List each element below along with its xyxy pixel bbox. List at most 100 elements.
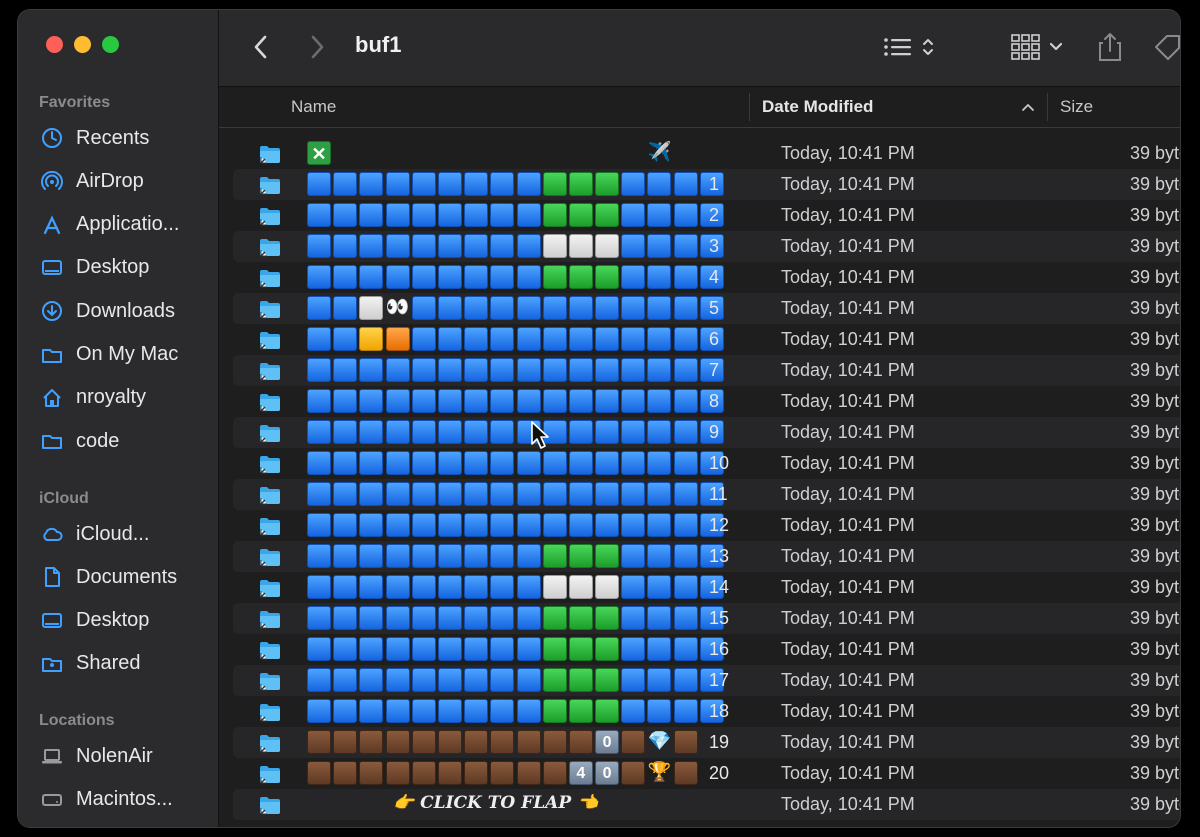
- sky-cell: [437, 265, 462, 289]
- file-row[interactable]: 12 Today, 10:41 PM 39 bytes: [233, 510, 1180, 541]
- sky-cell: [595, 327, 620, 351]
- sidebar-item-icloud[interactable]: iCloud...: [40, 519, 149, 549]
- sky-cell: [464, 203, 489, 227]
- back-button[interactable]: [249, 32, 273, 62]
- sidebar-item-airdrop[interactable]: AirDrop: [40, 166, 144, 196]
- file-row[interactable]: 4 Today, 10:41 PM 39 bytes: [233, 262, 1180, 293]
- group-button[interactable]: [1007, 32, 1067, 62]
- sky-cell: [595, 420, 620, 444]
- date-modified-cell: Today, 10:41 PM: [781, 639, 915, 659]
- ground-cell: [411, 730, 436, 754]
- sidebar-item-macintos[interactable]: Macintos...: [40, 784, 173, 814]
- file-row[interactable]: 11 Today, 10:41 PM 39 bytes: [233, 479, 1180, 510]
- sky-cell: [568, 389, 593, 413]
- sky-cell: [621, 699, 646, 723]
- sky-cell: [647, 451, 672, 475]
- row-number: 13: [709, 546, 730, 566]
- column-divider[interactable]: [749, 93, 750, 121]
- sky-cell: [464, 482, 489, 506]
- sky-cell: [673, 451, 698, 475]
- close-button[interactable]: [46, 36, 63, 53]
- sky-cell: [333, 265, 358, 289]
- sidebar-item-nolenair[interactable]: NolenAir: [40, 741, 153, 771]
- sky-cell: [385, 234, 410, 258]
- sky-cell: [621, 482, 646, 506]
- sidebar-item-downloads[interactable]: Downloads: [40, 296, 175, 326]
- grid-group-icon: [1011, 34, 1040, 60]
- sidebar-item-desktop[interactable]: Desktop: [40, 253, 149, 283]
- sky-cell: [516, 451, 541, 475]
- file-row[interactable]: 10 Today, 10:41 PM 39 bytes: [233, 448, 1180, 479]
- date-modified-cell: Today, 10:41 PM: [781, 515, 915, 535]
- forward-button[interactable]: [305, 32, 329, 62]
- file-row[interactable]: 👉 CLICK TO FLAP 👈 Today, 10:41 PM 39 bytes: [233, 789, 1180, 820]
- file-row[interactable]: 3 Today, 10:41 PM 39 bytes: [233, 231, 1180, 262]
- sidebar-item-code[interactable]: code: [40, 426, 119, 456]
- file-row[interactable]: 2 Today, 10:41 PM 39 bytes: [233, 200, 1180, 231]
- file-row[interactable]: ✕ ✈️ Today, 10:41 PM 39 bytes: [233, 138, 1180, 169]
- empty-cell: [569, 141, 593, 165]
- sky-cell: [385, 575, 410, 599]
- sidebar-item-shared[interactable]: Shared: [40, 649, 141, 679]
- size-cell: 39 bytes: [1130, 236, 1180, 256]
- file-row[interactable]: 6 Today, 10:41 PM 39 bytes: [233, 324, 1180, 355]
- sky-cell: [621, 172, 646, 196]
- sky-cell: [411, 389, 436, 413]
- sky-cell: [490, 265, 515, 289]
- minimize-button[interactable]: [74, 36, 91, 53]
- sidebar-item-documents[interactable]: Documents: [40, 562, 177, 592]
- file-row[interactable]: 9 Today, 10:41 PM 39 bytes: [233, 417, 1180, 448]
- column-name[interactable]: Name: [291, 97, 337, 116]
- file-row[interactable]: 17 Today, 10:41 PM 39 bytes: [233, 665, 1180, 696]
- file-row[interactable]: 7 Today, 10:41 PM 39 bytes: [233, 355, 1180, 386]
- sidebar-item-applicatio[interactable]: Applicatio...: [40, 210, 179, 240]
- sky-cell: [333, 513, 358, 537]
- file-row[interactable]: 14 Today, 10:41 PM 39 bytes: [233, 572, 1180, 603]
- column-divider[interactable]: [1047, 93, 1048, 121]
- sidebar-item-recents[interactable]: Recents: [40, 123, 149, 153]
- share-button[interactable]: [1095, 30, 1125, 64]
- sidebar-item-on-my-mac[interactable]: On My Mac: [40, 340, 178, 370]
- column-size[interactable]: Size: [1060, 97, 1094, 116]
- sky-cell: [333, 296, 358, 320]
- sky-cell: [359, 420, 384, 444]
- zoom-button[interactable]: [102, 36, 119, 53]
- sidebar-item-desktop[interactable]: Desktop: [40, 606, 149, 636]
- cloud-cell: [359, 296, 384, 320]
- sky-cell: [464, 327, 489, 351]
- sky-cell: [359, 606, 384, 630]
- sky-cell: [307, 234, 331, 258]
- file-row[interactable]: 15 Today, 10:41 PM 39 bytes: [233, 603, 1180, 634]
- sky-cell: [516, 234, 541, 258]
- file-row[interactable]: 8 Today, 10:41 PM 39 bytes: [233, 386, 1180, 417]
- sky-cell: [699, 544, 724, 568]
- file-row[interactable]: 1 Today, 10:41 PM 39 bytes: [233, 169, 1180, 200]
- sidebar-item-label: NolenAir: [76, 744, 153, 767]
- file-name-pixels: [307, 699, 726, 723]
- tags-button[interactable]: [1153, 32, 1180, 62]
- view-options-button[interactable]: [879, 32, 939, 62]
- file-row[interactable]: 18 Today, 10:41 PM 39 bytes: [233, 696, 1180, 727]
- sky-cell: [411, 327, 436, 351]
- file-name-pixels: [307, 575, 726, 599]
- column-date-modified[interactable]: Date Modified: [762, 97, 874, 116]
- sidebar-item-label: Downloads: [76, 299, 175, 322]
- sky-cell: [359, 699, 384, 723]
- sky-cell: [464, 513, 489, 537]
- sky-cell: [490, 420, 515, 444]
- sky-cell: [359, 637, 384, 661]
- sidebar-item-label: On My Mac: [76, 343, 179, 365]
- file-row[interactable]: 40 🏆 20 Today, 10:41 PM 39 bytes: [233, 758, 1180, 789]
- sidebar-section-icloud: iCloud: [39, 490, 89, 507]
- file-row[interactable]: 👀 5 Today, 10:41 PM 39 bytes: [233, 293, 1180, 324]
- sky-cell: [437, 544, 462, 568]
- sidebar-item-nroyalty[interactable]: nroyalty: [40, 383, 146, 413]
- sky-cell: [647, 482, 672, 506]
- file-row[interactable]: 13 Today, 10:41 PM 39 bytes: [233, 541, 1180, 572]
- sky-cell: [333, 420, 358, 444]
- size-cell: 39 bytes: [1130, 608, 1180, 628]
- file-row[interactable]: 16 Today, 10:41 PM 39 bytes: [233, 634, 1180, 665]
- sky-cell: [490, 513, 515, 537]
- sky-cell: [621, 265, 646, 289]
